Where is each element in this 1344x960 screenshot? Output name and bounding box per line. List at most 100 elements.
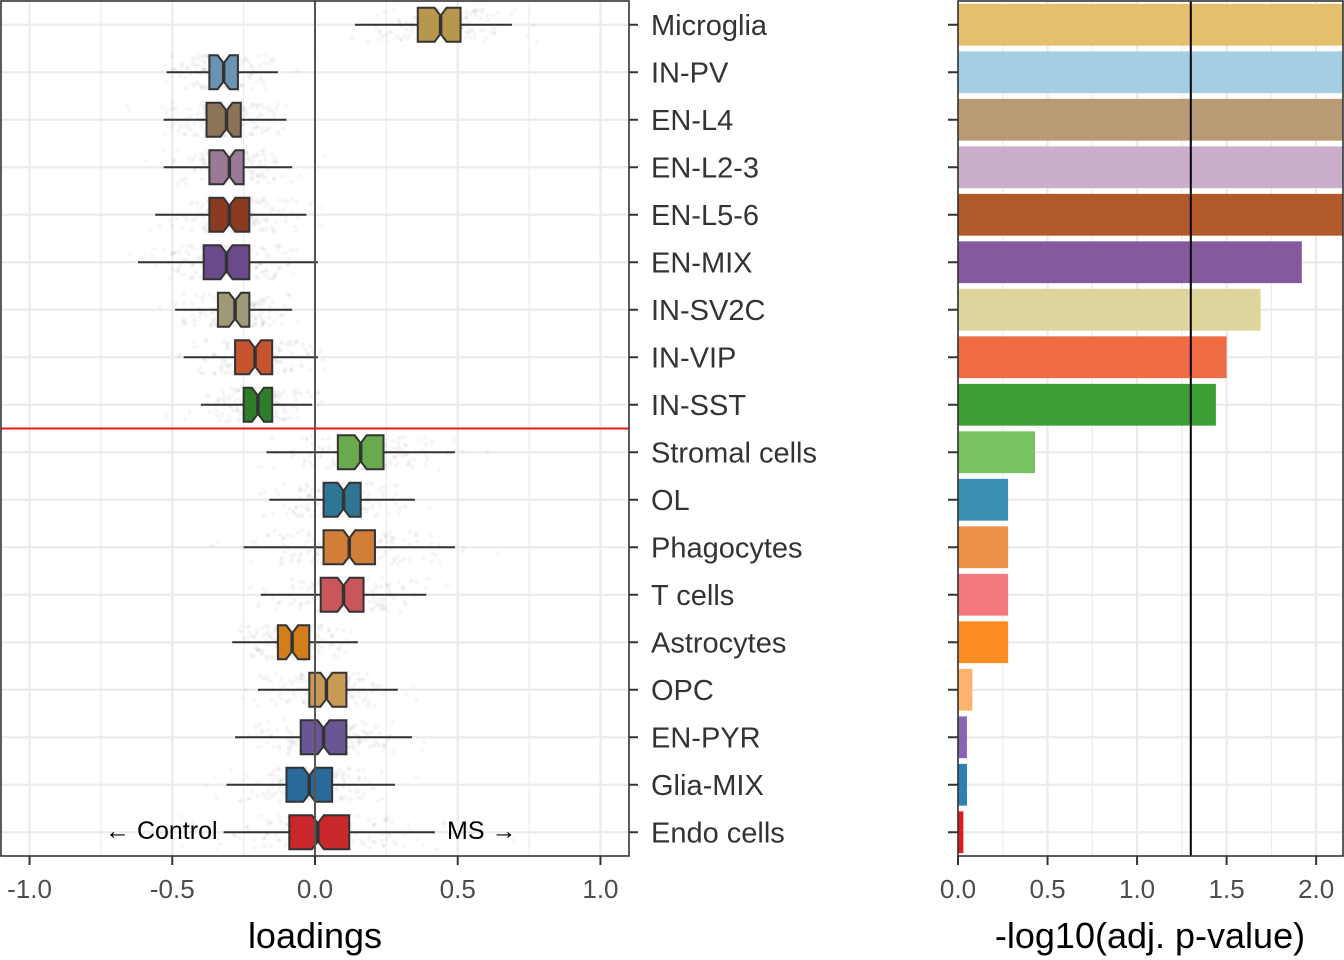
boxplot-ol xyxy=(269,481,415,518)
jitter-point xyxy=(323,154,327,158)
jitter-point xyxy=(268,305,272,309)
jitter-point xyxy=(361,729,365,733)
jitter-point xyxy=(222,55,226,59)
jitter-point xyxy=(385,540,389,544)
jitter-point xyxy=(251,103,255,107)
jitter-point xyxy=(361,699,365,703)
pvalue-bar-glia-mix xyxy=(958,763,967,806)
jitter-point xyxy=(379,538,383,542)
pvalue-y-ticks xyxy=(948,23,958,834)
boxplot-in-vip xyxy=(183,339,318,376)
jitter-point xyxy=(348,788,352,792)
jitter-point xyxy=(366,39,370,43)
jitter-point xyxy=(276,369,280,373)
jitter-point xyxy=(270,225,274,229)
pvalue-bar-opc xyxy=(958,668,973,711)
jitter-point xyxy=(283,367,287,371)
jitter-point xyxy=(300,680,304,684)
jitter-point xyxy=(300,515,304,519)
jitter-point xyxy=(379,769,383,773)
jitter-point xyxy=(281,174,285,178)
jitter-point xyxy=(261,730,265,734)
jitter-point xyxy=(258,673,262,677)
jitter-point xyxy=(419,748,423,752)
jitter-point xyxy=(386,609,390,613)
jitter-point xyxy=(162,248,166,252)
jitter-point xyxy=(199,104,203,108)
jitter-point xyxy=(172,67,176,71)
jitter-point xyxy=(473,32,477,36)
jitter-point xyxy=(283,220,287,224)
jitter-point xyxy=(398,609,402,613)
jitter-point xyxy=(391,750,395,754)
jitter-point xyxy=(253,316,257,320)
jitter-point xyxy=(371,840,375,844)
jitter-point xyxy=(244,59,248,63)
jitter-point xyxy=(320,623,324,627)
jitter-point xyxy=(391,456,395,460)
jitter-point xyxy=(165,81,169,85)
jitter-point xyxy=(260,515,264,519)
jitter-point xyxy=(280,675,284,679)
loadings-panel: ← Control MS → -1.0 -0.5 0.0 0.5 1.0 loading… xyxy=(0,0,630,956)
jitter-point xyxy=(397,579,401,583)
category-label: EN-L5-6 xyxy=(651,200,759,232)
jitter-point xyxy=(304,601,308,605)
jitter-point xyxy=(386,39,390,43)
jitter-point xyxy=(212,371,216,375)
jitter-point xyxy=(274,358,278,362)
jitter-point xyxy=(264,53,268,57)
jitter-point xyxy=(326,436,330,440)
jitter-point xyxy=(289,366,293,370)
jitter-point xyxy=(214,409,218,413)
jitter-point xyxy=(374,725,378,729)
jitter-point xyxy=(258,112,262,116)
jitter-point xyxy=(177,249,181,253)
jitter-point xyxy=(184,86,188,90)
jitter-point xyxy=(294,229,298,233)
jitter-point xyxy=(376,37,380,41)
jitter-point xyxy=(381,844,385,848)
jitter-point xyxy=(462,546,466,550)
jitter-point xyxy=(357,694,361,698)
jitter-point xyxy=(298,488,302,492)
pvalue-bar-in-vip xyxy=(958,336,1227,379)
jitter-point xyxy=(261,301,265,305)
jitter-point xyxy=(241,109,245,113)
jitter-point xyxy=(372,704,376,708)
jitter-point xyxy=(343,576,347,580)
category-label: OPC xyxy=(651,675,714,707)
jitter-point xyxy=(125,103,129,107)
jitter-point xyxy=(378,556,382,560)
jitter-point xyxy=(277,209,281,213)
jitter-point xyxy=(200,299,204,303)
jitter-point xyxy=(284,822,288,826)
jitter-point xyxy=(348,745,352,749)
jitter-point xyxy=(281,127,285,131)
jitter-point xyxy=(389,820,393,824)
pvalue-bar-en-pyr xyxy=(958,716,967,759)
jitter-point xyxy=(173,160,177,164)
jitter-point xyxy=(178,124,182,128)
jitter-point xyxy=(182,291,186,295)
jitter-point xyxy=(203,59,207,63)
jitter-point xyxy=(341,785,345,789)
jitter-point xyxy=(367,838,371,842)
jitter-point xyxy=(259,173,263,177)
pvalue-bar-en-mix xyxy=(958,241,1302,284)
pvalue-bar-endo-cells xyxy=(958,811,964,854)
loadings-x-axis: -1.0 -0.5 0.0 0.5 1.0 xyxy=(7,856,619,904)
jitter-point xyxy=(193,345,197,349)
category-label: IN-PV xyxy=(651,57,729,89)
jitter-point xyxy=(402,587,406,591)
jitter-point xyxy=(226,365,230,369)
jitter-point xyxy=(244,688,248,692)
jitter-point xyxy=(267,634,271,638)
jitter-point xyxy=(355,751,359,755)
jitter-point xyxy=(308,492,312,496)
pvalue-bar-phagocytes xyxy=(958,526,1009,569)
jitter-point xyxy=(192,168,196,172)
jitter-point xyxy=(294,675,298,679)
boxplot-en-mix xyxy=(138,244,318,281)
pvalue-bar-ol xyxy=(958,478,1009,521)
